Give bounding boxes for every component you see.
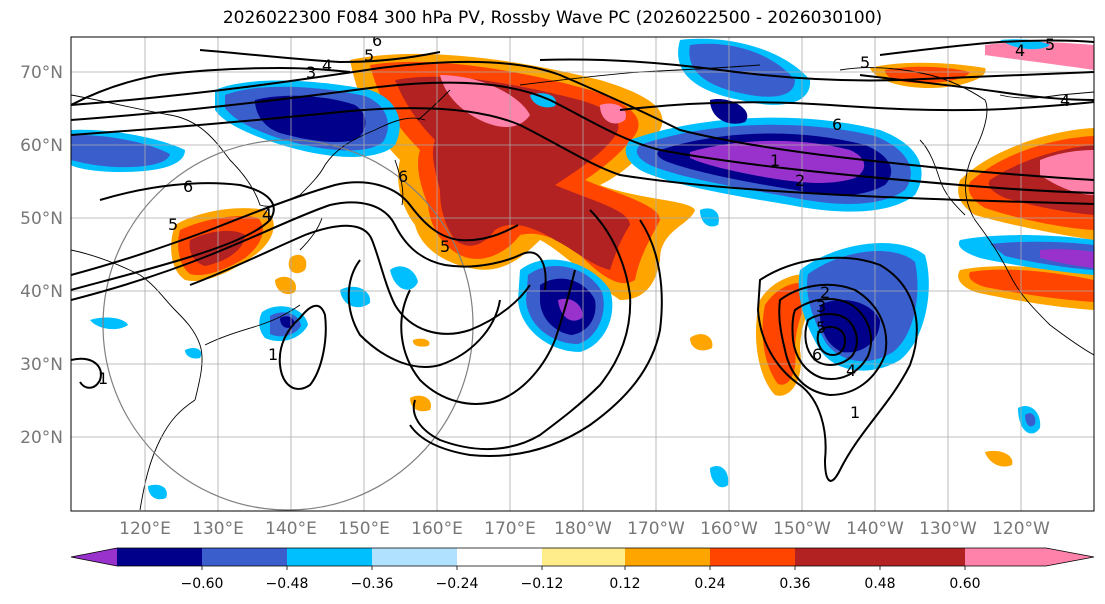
lon-label: 140°E	[265, 519, 317, 539]
contour-label: 5	[816, 318, 826, 337]
contour-label: 4	[322, 56, 332, 75]
colorbar-segment	[372, 548, 457, 566]
range-circle	[102, 139, 474, 511]
map-panel: 6 3 4 5 6 5 4 5 6 6 1 1 2 3 5 6 4 1 5 4 …	[71, 31, 1094, 511]
latitude-labels: 70°N 60°N 50°N 40°N 30°N 20°N	[20, 63, 63, 448]
lon-label: 150°W	[773, 519, 831, 539]
lat-label: 30°N	[20, 355, 63, 375]
lat-label: 50°N	[20, 209, 63, 229]
colorbar-segment	[202, 548, 287, 566]
colorbar-segment	[287, 548, 372, 566]
pv-contours	[71, 39, 1094, 482]
colorbar: −0.60 −0.48 −0.36 −0.24 −0.12 0.12 0.24 …	[70, 547, 1095, 592]
colorbar-tick-label: −0.36	[351, 576, 394, 592]
lon-label: 120°W	[992, 519, 1050, 539]
lon-label: 140°W	[846, 519, 904, 539]
contour-label: 4	[846, 361, 856, 380]
lon-label: 130°E	[192, 519, 244, 539]
lon-label: 170°E	[484, 519, 536, 539]
longitude-labels: 120°E 130°E 140°E 150°E 160°E 170°E 180°…	[119, 519, 1050, 539]
contour-label: 5	[168, 215, 178, 234]
lon-label: 160°W	[700, 519, 758, 539]
colorbar-segment	[880, 548, 965, 566]
contour-label: 6	[372, 31, 382, 50]
map-frame	[70, 36, 1095, 512]
colorbar-segment	[795, 548, 880, 566]
contour-label: 1	[268, 345, 278, 364]
contour-label: 6	[812, 345, 822, 364]
map-title: 2026022300 F084 300 hPa PV, Rossby Wave …	[222, 8, 883, 28]
contour-label: 4	[262, 205, 272, 224]
lat-label: 60°N	[20, 136, 63, 156]
colorbar-segment	[542, 548, 625, 566]
colorbar-tick-label: −0.48	[266, 576, 309, 592]
contour-label: 2	[795, 171, 805, 190]
lat-label: 70°N	[20, 63, 63, 83]
lon-label: 150°E	[338, 519, 390, 539]
contour-label: 1	[770, 151, 780, 170]
colorbar-tick-label: 0.36	[779, 576, 810, 592]
lon-label: 120°E	[119, 519, 171, 539]
colorbar-extend-max	[965, 548, 1094, 566]
colorbar-tick-label: 0.24	[694, 576, 725, 592]
lon-label: 170°W	[627, 519, 685, 539]
contour-label: 6	[398, 167, 408, 186]
colorbar-tick-label: −0.12	[521, 576, 564, 592]
colorbar-tick-label: 0.48	[864, 576, 895, 592]
colorbar-tick-label: 0.60	[949, 576, 980, 592]
colorbar-tick-label: −0.24	[436, 576, 479, 592]
contour-label: 3	[306, 63, 316, 82]
contour-label: 6	[832, 115, 842, 134]
contour-label: 1	[98, 369, 108, 388]
contour-label: 1	[850, 403, 860, 422]
lat-label: 20°N	[20, 428, 63, 448]
contour-label: 4	[1015, 41, 1025, 60]
colorbar-segment	[457, 548, 542, 566]
contour-label: 3	[816, 297, 826, 316]
lat-label: 40°N	[20, 282, 63, 302]
contour-label: 5	[1045, 35, 1055, 54]
contour-label: 6	[183, 177, 193, 196]
contour-label: 2	[820, 283, 830, 302]
colorbar-tick-label: −0.60	[181, 576, 224, 592]
colorbar-segment	[117, 548, 202, 566]
lon-label: 130°W	[919, 519, 977, 539]
lon-label: 180°W	[554, 519, 612, 539]
colorbar-tick-label: 0.12	[609, 576, 640, 592]
colorbar-extend-min	[71, 548, 117, 566]
colorbar-segment	[625, 548, 710, 566]
contour-label: 5	[440, 237, 450, 256]
contour-labels: 6 3 4 5 6 5 4 5 6 6 1 1 2 3 5 6 4 1 5 4 …	[98, 31, 1070, 422]
lon-label: 160°E	[411, 519, 463, 539]
colorbar-segment	[710, 548, 795, 566]
contour-label: 5	[860, 53, 870, 72]
contour-label: 5	[364, 46, 374, 65]
contour-label: 4	[1060, 91, 1070, 110]
